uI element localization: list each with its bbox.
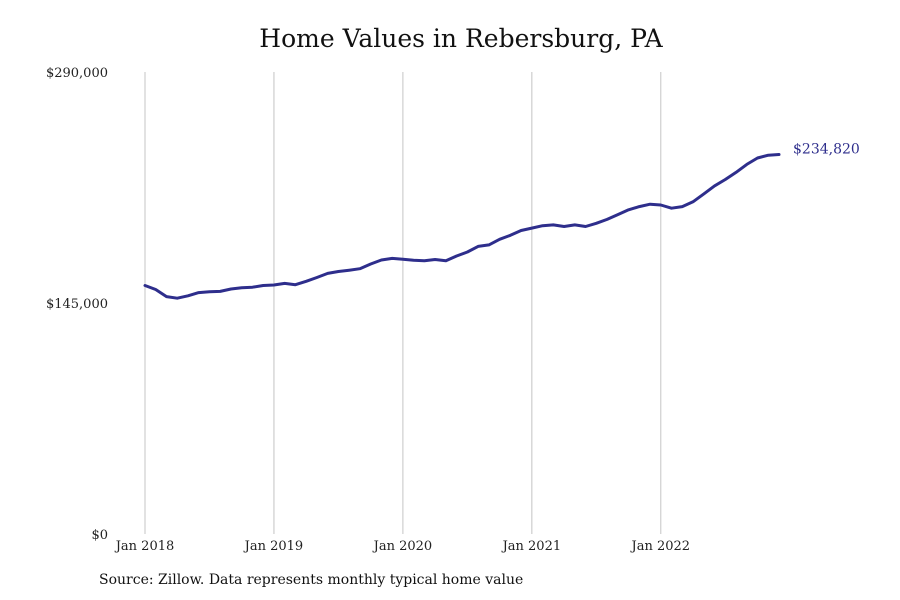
series-layer (143, 153, 781, 300)
gridlines (144, 72, 662, 534)
y-tick-label: $290,000 (46, 66, 108, 81)
y-tick-label: $145,000 (46, 297, 108, 312)
y-axis-ticks: $0 $145,000 $290,000 (46, 66, 108, 543)
source-note: Source: Zillow. Data represents monthly … (99, 572, 524, 588)
chart-title: Home Values in Rebersburg, PA (259, 24, 663, 53)
y-tick-label: $0 (91, 528, 108, 543)
end-value-label: $234,820 (793, 142, 860, 158)
x-tick-label: Jan 2019 (243, 539, 304, 554)
series-line (143, 153, 781, 300)
x-tick-label: Jan 2018 (114, 539, 175, 554)
data-labels: $234,820 (793, 142, 860, 158)
x-axis-ticks: Jan 2018 Jan 2019 Jan 2020 Jan 2021 Jan 2022 (114, 539, 690, 554)
x-tick-label: Jan 2021 (501, 539, 562, 554)
x-tick-label: Jan 2020 (372, 539, 433, 554)
x-tick-label: Jan 2022 (630, 539, 691, 554)
